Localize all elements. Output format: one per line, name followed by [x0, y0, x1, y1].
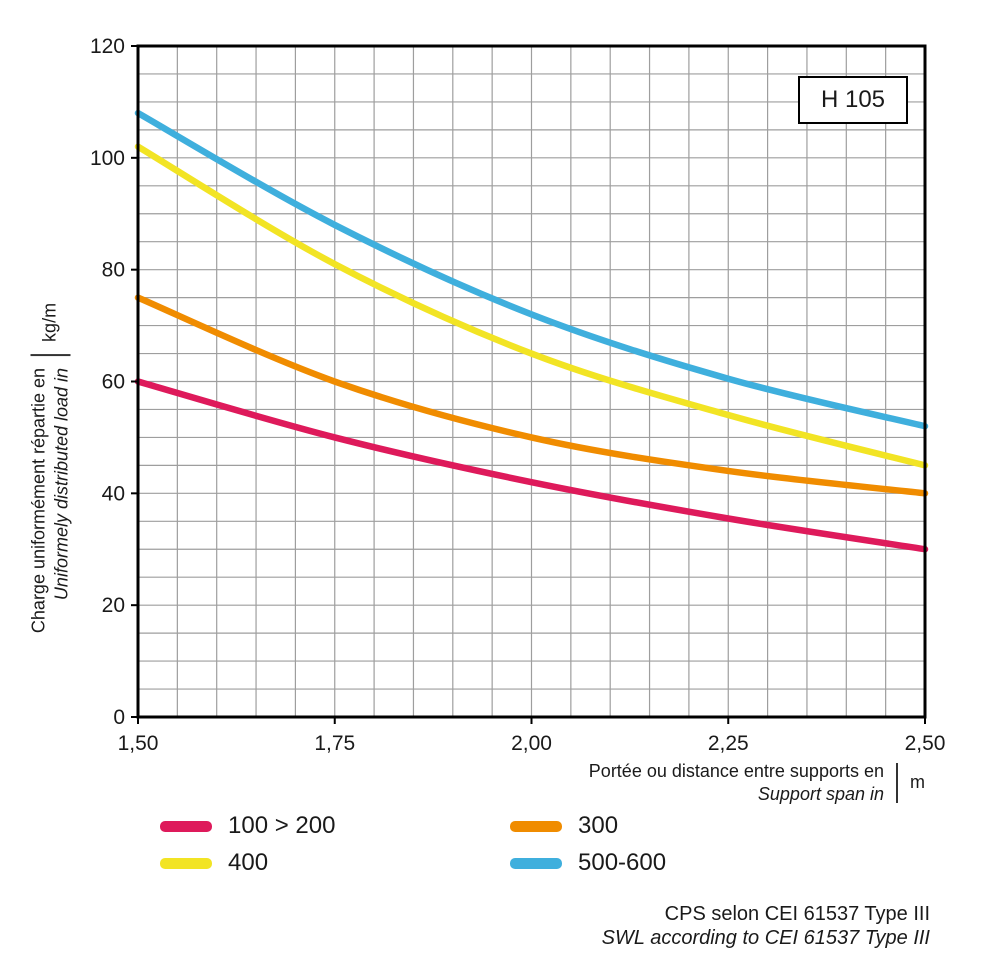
series-curve-300 [134, 294, 929, 497]
badge-label: H 105 [820, 86, 886, 113]
legend-item-300: 300 [510, 812, 618, 840]
y-tick-label: 120 [90, 35, 125, 58]
x-tick-label: 2,25 [708, 732, 749, 755]
x-axis-title-fr: Portée ou distance entre supports en [588, 761, 884, 781]
footer-line-en: SWL according to CEI 61537 Type III [601, 927, 930, 949]
y-axis-title: Charge uniformément répartie en Uniforme… [28, 303, 73, 633]
x-axis-title-en: Support span in [757, 783, 884, 804]
y-tick-label: 60 [102, 371, 125, 394]
x-tick-label: 2,00 [511, 732, 552, 755]
chart-svg: 1,50 1,75 2,00 2,25 2,50 0 20 40 60 80 100 120 [90, 35, 946, 755]
y-tick-label: 80 [102, 259, 125, 282]
x-axis-unit-divider [896, 762, 898, 803]
legend-label-100-200: 100 > 200 [228, 812, 336, 839]
y-axis-unit-divider [30, 353, 70, 356]
legend-swatch-500-600 [510, 857, 562, 869]
legend-swatch-400 [160, 857, 212, 869]
y-tick-label: 0 [113, 706, 125, 729]
series-curve-400 [134, 143, 929, 469]
y-axis-title-fr: Charge uniformément répartie en [28, 367, 49, 634]
legend-label-500-600: 500-600 [578, 849, 667, 876]
y-tick-label: 100 [90, 147, 125, 170]
footer-line-fr: CPS selon CEI 61537 Type III [664, 903, 930, 925]
y-tick-label: 40 [102, 482, 125, 505]
x-axis-title: Portée ou distance entre supports en Sup… [589, 760, 925, 805]
legend-label-300: 300 [578, 812, 619, 839]
series-curve-500-600 [134, 109, 929, 430]
legend-item-400: 400 [160, 849, 268, 877]
x-axis-title-lines: Portée ou distance entre supports en Sup… [589, 760, 884, 805]
legend-item-500-600: 500-600 [510, 849, 666, 877]
x-tick-label: 1,50 [118, 732, 159, 755]
legend-label-400: 400 [228, 849, 269, 876]
x-axis-unit: m [910, 772, 925, 792]
legend-swatch-100-200 [160, 820, 212, 832]
footer-note: CPS selon CEI 61537 Type III SWL accordi… [602, 902, 930, 950]
y-axis-title-lines: Charge uniformément répartie en Uniforme… [28, 368, 73, 633]
y-axis-unit: kg/m [39, 302, 60, 342]
series-curve-100-200 [134, 378, 929, 553]
y-tick-label: 20 [102, 594, 125, 617]
series-badge: H 105 [798, 76, 908, 124]
legend: 100 > 200 300 400 500-600 [0, 806, 1000, 890]
legend-swatch-300 [510, 820, 562, 832]
y-axis-title-en: Uniformely distributed load in [51, 367, 71, 601]
legend-item-100-200: 100 > 200 [160, 812, 335, 840]
x-tick-label: 1,75 [314, 732, 355, 755]
x-tick-label: 2,50 [905, 732, 946, 755]
